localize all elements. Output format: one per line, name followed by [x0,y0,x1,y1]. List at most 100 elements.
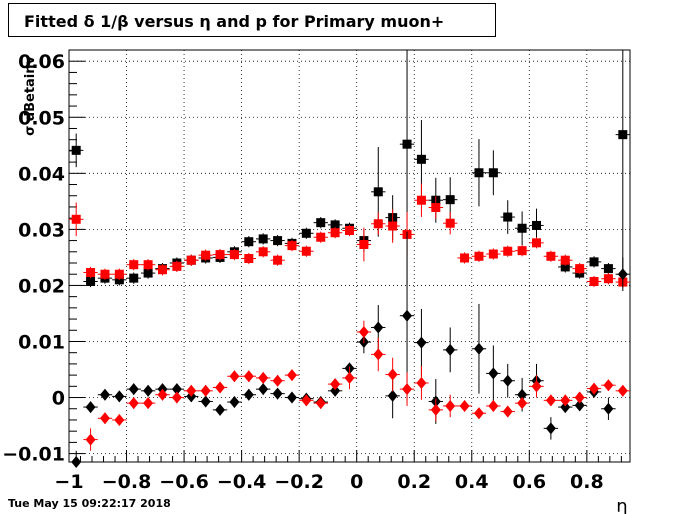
y-tick-label: 0.06 [18,51,65,73]
data-point-diamond [344,371,355,384]
data-point-square [86,268,96,278]
data-point-diamond [517,388,528,401]
data-point-diamond [315,397,326,410]
data-point-square [560,255,570,265]
data-point-diamond [200,384,211,397]
data-point-diamond [517,397,528,410]
data-point-square [517,246,527,256]
data-point-diamond [286,369,297,382]
data-point-square [517,223,527,233]
data-point-diamond [387,389,398,402]
data-point-diamond [99,388,110,401]
y-tick-label: −0.01 [2,444,65,466]
x-tick-label: 0.8 [570,471,604,493]
data-point-diamond [545,394,556,407]
data-point-diamond [171,391,182,404]
data-point-diamond [617,268,628,281]
data-point-diamond [488,399,499,412]
data-point-diamond [545,422,556,435]
data-point-diamond [128,397,139,410]
data-point-square [100,269,110,279]
data-point-square [359,240,369,250]
data-point-square [129,260,139,270]
data-point-square [345,225,354,235]
data-point-diamond [589,382,600,395]
y-tick-label: 0.05 [18,107,65,129]
data-point-square [201,250,211,260]
x-tick-label: 0.4 [455,471,489,493]
data-point-square [114,269,124,279]
data-point-square [416,195,426,205]
data-point-diamond [186,384,197,397]
data-point-diamond [402,383,413,396]
data-point-square [388,221,398,231]
data-point-diamond [445,343,456,356]
data-point-diamond [258,371,269,384]
data-point-square [546,251,556,261]
data-point-diamond [286,391,297,404]
data-point-square [71,145,81,155]
data-point-diamond [502,405,513,418]
data-point-diamond [531,380,542,393]
data-point-diamond [85,401,96,414]
data-point-square [143,260,153,270]
data-point-diamond [143,384,154,397]
data-point-diamond [402,309,413,322]
data-point-square [402,139,412,149]
data-point-square [503,246,513,256]
x-tick-label: −0.8 [102,471,152,493]
x-tick-label: −0.6 [159,471,209,493]
data-point-diamond [387,368,398,381]
x-tick-label: −0.4 [217,471,267,493]
plot-frame [68,49,631,463]
data-point-square [258,247,268,257]
x-tick-label: −0.2 [274,471,324,493]
data-point-square [273,255,283,265]
data-point-diamond [229,396,240,409]
data-point-square [603,264,613,274]
data-point-diamond [243,370,254,383]
data-point-square [86,277,96,287]
data-point-square [460,253,470,263]
data-point-square [244,237,254,247]
data-point-diamond [502,374,513,387]
data-point-square [445,195,455,205]
x-tick-label: 0.2 [397,471,431,493]
x-tick-label: 0 [350,471,363,493]
title-box: Fitted δ 1/β versus η and p for Primary … [8,3,496,37]
data-point-square [215,250,225,260]
data-point-diamond [330,384,341,397]
y-tick-label: 0.03 [18,219,65,241]
data-point-square [488,249,498,259]
data-point-diamond [416,376,427,389]
data-point-diamond [243,388,254,401]
data-point-square [229,250,239,260]
data-point-square [560,262,570,272]
data-point-square [532,220,541,230]
data-point-square [503,212,513,222]
data-point-diamond [200,395,211,408]
data-point-diamond [560,394,571,407]
x-tick-label: −1 [54,471,83,493]
data-point-square [575,264,585,274]
data-point-diamond [574,391,585,404]
data-point-diamond [215,403,226,416]
data-point-diamond [445,399,456,412]
data-point-square [445,218,455,228]
data-point-square [301,228,311,238]
data-point-diamond [157,388,168,401]
data-point-square [316,232,326,242]
data-point-diamond [430,403,441,416]
data-point-square [316,218,326,228]
data-point-diamond [473,407,484,420]
data-point-square [330,220,340,230]
data-point-diamond [560,401,571,414]
data-point-diamond [330,378,341,391]
data-point-square [172,261,182,271]
data-point-square [158,265,167,275]
data-point-diamond [272,374,283,387]
data-point-square [244,254,254,264]
data-point-diamond [114,413,125,426]
data-point-square [373,187,383,197]
